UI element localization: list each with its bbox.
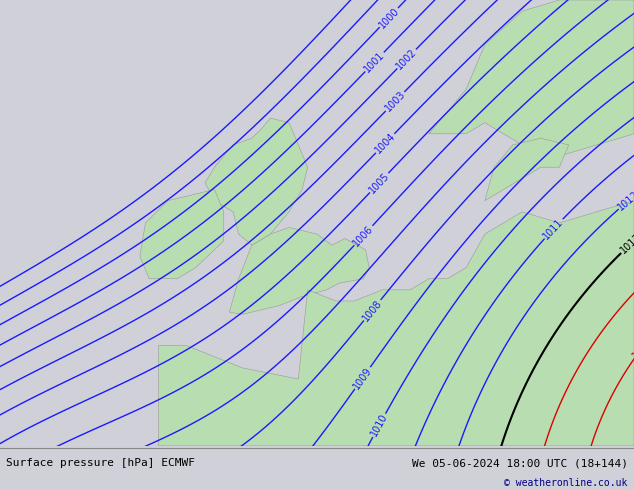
Text: 1004: 1004 xyxy=(373,131,398,156)
Text: 1009: 1009 xyxy=(351,365,374,391)
Text: © weatheronline.co.uk: © weatheronline.co.uk xyxy=(504,478,628,488)
Text: 1015: 1015 xyxy=(631,335,634,361)
Text: 1008: 1008 xyxy=(361,297,384,323)
Text: Surface pressure [hPa] ECMWF: Surface pressure [hPa] ECMWF xyxy=(6,458,195,468)
Text: 1011: 1011 xyxy=(541,217,566,241)
Text: 1002: 1002 xyxy=(394,47,419,71)
Text: 1013: 1013 xyxy=(618,232,634,256)
Text: 1010: 1010 xyxy=(369,412,389,439)
Text: We 05-06-2024 18:00 UTC (18+144): We 05-06-2024 18:00 UTC (18+144) xyxy=(411,458,628,468)
Text: 1005: 1005 xyxy=(367,171,391,195)
Polygon shape xyxy=(158,201,634,446)
Text: 1007: 1007 xyxy=(110,447,136,465)
Text: 1012: 1012 xyxy=(616,189,634,212)
Polygon shape xyxy=(485,138,569,201)
Text: 1000: 1000 xyxy=(377,5,401,30)
Polygon shape xyxy=(429,0,634,156)
Polygon shape xyxy=(140,190,224,279)
Text: 1001: 1001 xyxy=(363,49,387,74)
Text: 1003: 1003 xyxy=(383,89,407,114)
Polygon shape xyxy=(205,118,307,245)
Polygon shape xyxy=(230,227,369,315)
Text: 1006: 1006 xyxy=(351,223,375,248)
